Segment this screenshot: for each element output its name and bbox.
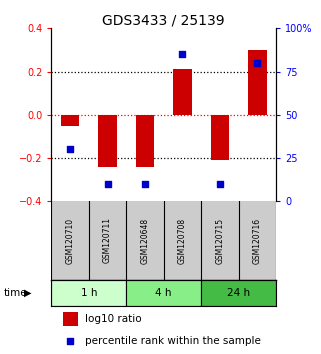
Text: 4 h: 4 h	[155, 288, 172, 298]
Text: GSM120716: GSM120716	[253, 217, 262, 263]
Point	[255, 60, 260, 66]
Text: GSM120711: GSM120711	[103, 217, 112, 263]
Point	[217, 181, 222, 187]
Point	[67, 147, 73, 152]
Bar	[126, 280, 201, 307]
Point	[180, 51, 185, 57]
Text: log10 ratio: log10 ratio	[85, 314, 142, 324]
Text: GSM120710: GSM120710	[65, 217, 74, 263]
Bar	[201, 280, 276, 307]
Text: GSM120648: GSM120648	[141, 217, 150, 263]
Point	[143, 181, 148, 187]
Bar	[248, 50, 267, 115]
Bar	[135, 115, 154, 167]
Bar	[211, 115, 229, 160]
Text: GSM120715: GSM120715	[215, 217, 224, 263]
Text: ▶: ▶	[24, 288, 31, 298]
Text: GSM120708: GSM120708	[178, 217, 187, 263]
Text: time: time	[3, 288, 27, 298]
Text: percentile rank within the sample: percentile rank within the sample	[85, 336, 261, 346]
Bar	[98, 115, 117, 167]
Point	[105, 181, 110, 187]
Bar	[63, 312, 78, 326]
Bar	[61, 115, 79, 126]
Text: 1 h: 1 h	[81, 288, 97, 298]
Title: GDS3433 / 25139: GDS3433 / 25139	[102, 13, 225, 27]
Bar	[51, 280, 126, 307]
Bar	[173, 69, 192, 115]
Text: 24 h: 24 h	[227, 288, 250, 298]
